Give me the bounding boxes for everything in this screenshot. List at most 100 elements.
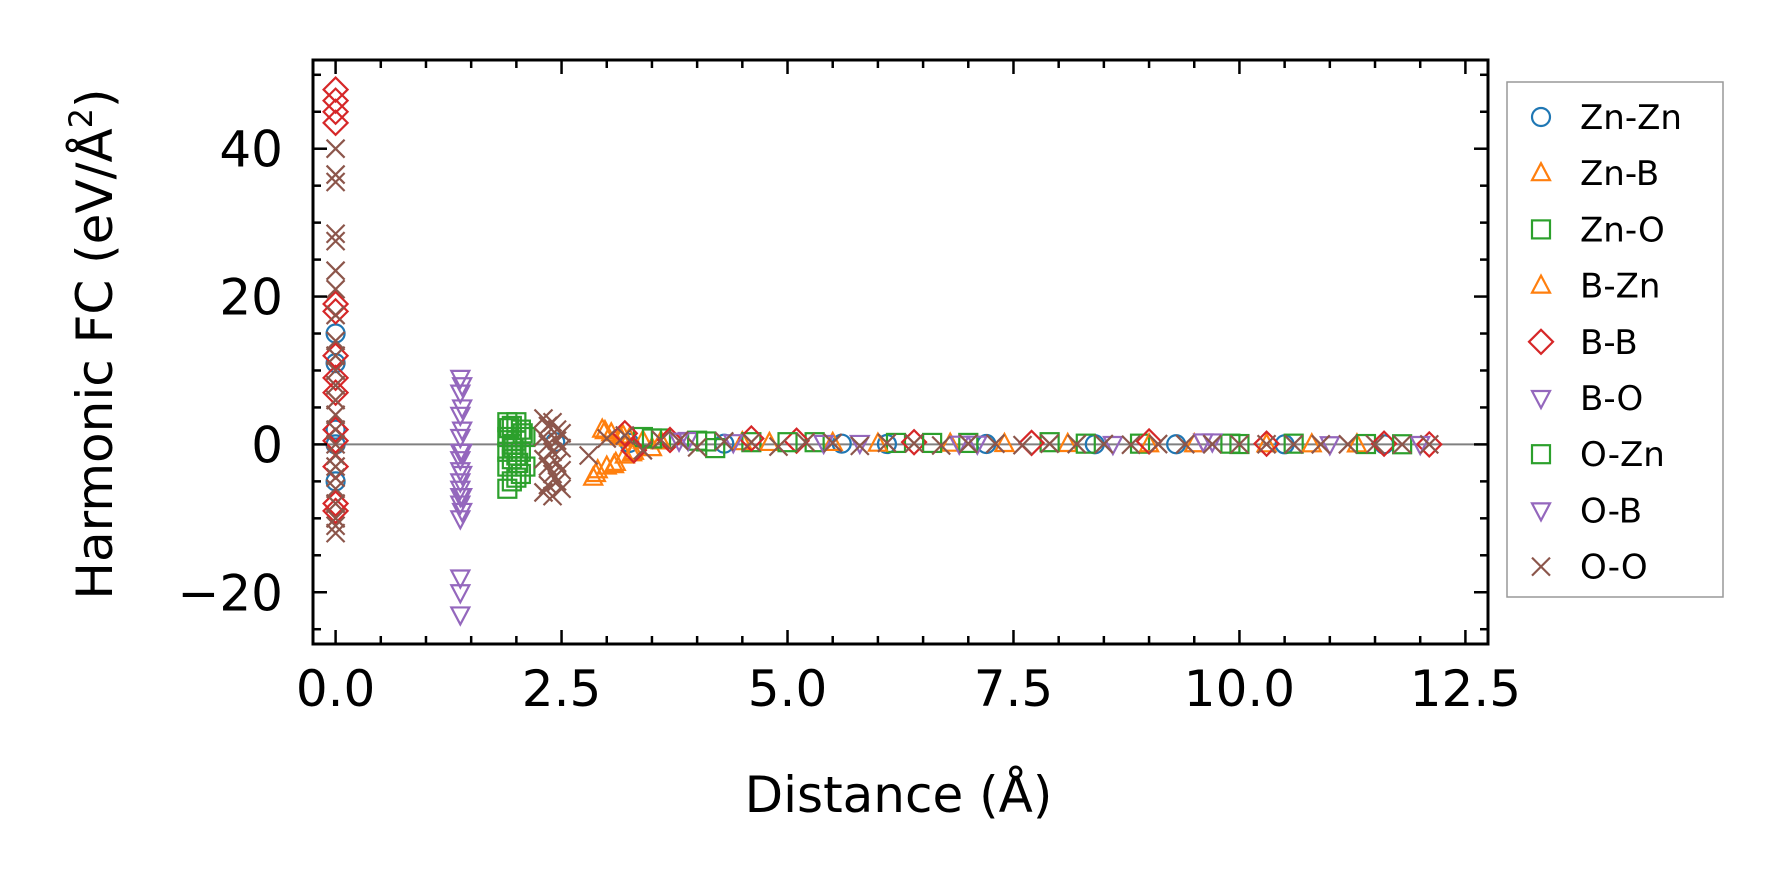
data-point xyxy=(948,435,971,457)
data-point xyxy=(696,431,717,452)
data-point xyxy=(449,428,472,450)
data-point xyxy=(1255,431,1278,453)
legend-label: Zn-O xyxy=(1580,210,1665,250)
data-point xyxy=(325,352,346,374)
data-point xyxy=(633,440,653,461)
legend-item: Zn-B xyxy=(1530,154,1659,194)
data-point xyxy=(613,443,636,464)
data-point xyxy=(1229,433,1250,455)
data-point xyxy=(1283,434,1304,455)
x-tick-label: 7.5 xyxy=(974,660,1054,718)
data-point xyxy=(325,172,346,192)
legend-marker xyxy=(1530,160,1552,182)
data-point xyxy=(451,421,473,442)
data-point xyxy=(325,375,346,396)
data-point xyxy=(578,445,599,466)
data-point xyxy=(451,377,473,398)
data-point xyxy=(322,489,350,518)
y-axis-label-close: ) xyxy=(66,88,124,108)
data-point xyxy=(595,454,618,475)
legend-label: O-O xyxy=(1580,548,1648,588)
data-point xyxy=(449,406,472,428)
data-point xyxy=(812,434,835,456)
data-point xyxy=(1256,434,1277,455)
legend-label: O-Zn xyxy=(1580,435,1665,475)
data-point xyxy=(322,76,350,104)
plot-frame xyxy=(311,58,1490,646)
data-point xyxy=(848,434,871,456)
x-tick-label: 0.0 xyxy=(296,660,376,718)
data-point xyxy=(777,432,798,453)
data-point xyxy=(325,419,346,440)
data-point xyxy=(451,399,473,420)
data-point xyxy=(741,432,762,452)
y-axis-label-superscript: 2 xyxy=(62,108,100,128)
legend-marker xyxy=(1530,106,1552,128)
data-point xyxy=(1283,433,1304,454)
data-point xyxy=(985,433,1006,454)
legend-item: O-O xyxy=(1531,548,1648,588)
data-point xyxy=(1338,434,1358,455)
data-point xyxy=(325,231,346,251)
data-point xyxy=(1175,434,1195,454)
data-point xyxy=(322,109,350,137)
data-point xyxy=(325,419,346,440)
series-o-o xyxy=(325,138,1440,543)
legend-item: O-B xyxy=(1530,491,1642,531)
data-point xyxy=(322,416,350,444)
data-point xyxy=(877,433,897,453)
data-point xyxy=(325,493,346,514)
data-point xyxy=(449,606,472,627)
data-point xyxy=(651,430,671,450)
data-point xyxy=(449,569,472,590)
data-point xyxy=(325,390,346,410)
x-tick-label: 10.0 xyxy=(1184,660,1295,718)
data-point xyxy=(325,164,346,185)
axis-ticks xyxy=(313,60,1488,644)
data-point xyxy=(325,260,346,281)
data-point xyxy=(325,305,346,325)
y-tick-label: 20 xyxy=(219,269,283,327)
legend-label: B-B xyxy=(1580,323,1638,363)
legend-item: Zn-O xyxy=(1530,210,1665,250)
data-point xyxy=(322,98,350,126)
data-point xyxy=(1012,435,1033,455)
legend-marker xyxy=(1530,444,1552,465)
data-point xyxy=(325,478,346,499)
x-tick-labels: 0.0 2.5 5.0 7.5 10.0 12.5 xyxy=(296,660,1521,718)
data-point xyxy=(768,436,789,457)
data-point xyxy=(1148,434,1168,454)
data-point xyxy=(499,418,520,439)
data-point xyxy=(1202,434,1223,454)
legend: Zn-Zn Zn-B Zn-O B-Zn B-B B-O O-Zn O-B O-O xyxy=(1506,81,1724,598)
data-point xyxy=(931,435,951,456)
x-tick-label: 12.5 xyxy=(1410,660,1521,718)
data-point xyxy=(1018,429,1046,457)
data-point xyxy=(451,502,473,524)
plot-area xyxy=(313,76,1488,627)
data-point xyxy=(325,223,346,244)
x-axis-label: Distance (Å) xyxy=(745,766,1053,824)
data-point xyxy=(1415,430,1443,458)
data-point xyxy=(603,452,625,474)
data-point xyxy=(822,433,843,453)
data-point xyxy=(668,432,690,454)
data-point xyxy=(322,342,350,370)
data-point xyxy=(449,369,472,391)
data-point xyxy=(322,364,350,392)
data-point xyxy=(551,460,572,481)
data-point xyxy=(904,433,924,454)
data-point xyxy=(1318,436,1341,457)
data-point xyxy=(795,432,816,452)
data-point xyxy=(958,432,979,454)
x-tick-label: 5.0 xyxy=(748,660,828,718)
legend-marker xyxy=(1530,219,1552,240)
data-point xyxy=(958,433,979,454)
data-point xyxy=(1138,431,1160,453)
data-point xyxy=(325,138,346,159)
data-point xyxy=(325,360,346,381)
legend-item: B-O xyxy=(1530,379,1643,419)
legend-marker xyxy=(1530,273,1552,294)
data-point xyxy=(611,419,639,447)
data-point xyxy=(449,451,472,472)
